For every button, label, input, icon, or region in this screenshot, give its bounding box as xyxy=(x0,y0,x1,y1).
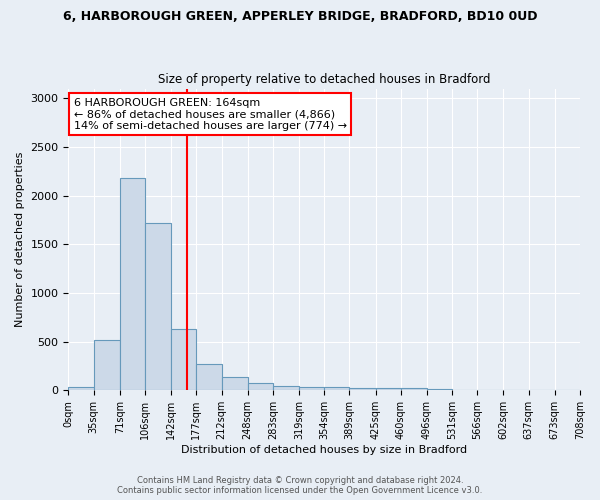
Bar xyxy=(196,364,221,390)
Title: Size of property relative to detached houses in Bradford: Size of property relative to detached ho… xyxy=(158,73,490,86)
Text: Contains HM Land Registry data © Crown copyright and database right 2024.
Contai: Contains HM Land Registry data © Crown c… xyxy=(118,476,482,495)
X-axis label: Distribution of detached houses by size in Bradford: Distribution of detached houses by size … xyxy=(181,445,467,455)
Bar xyxy=(221,377,248,390)
Bar xyxy=(94,340,120,390)
Bar xyxy=(324,388,349,390)
Bar xyxy=(401,388,427,390)
Text: 6 HARBOROUGH GREEN: 164sqm
← 86% of detached houses are smaller (4,866)
14% of s: 6 HARBOROUGH GREEN: 164sqm ← 86% of deta… xyxy=(74,98,347,131)
Y-axis label: Number of detached properties: Number of detached properties xyxy=(15,152,25,327)
Bar xyxy=(68,388,94,390)
Bar xyxy=(120,178,145,390)
Bar xyxy=(349,388,376,390)
Bar xyxy=(376,388,401,390)
Bar xyxy=(171,328,196,390)
Bar xyxy=(273,386,299,390)
Text: 6, HARBOROUGH GREEN, APPERLEY BRIDGE, BRADFORD, BD10 0UD: 6, HARBOROUGH GREEN, APPERLEY BRIDGE, BR… xyxy=(63,10,537,23)
Bar xyxy=(427,389,452,390)
Bar xyxy=(299,387,324,390)
Bar xyxy=(248,383,273,390)
Bar xyxy=(145,223,171,390)
